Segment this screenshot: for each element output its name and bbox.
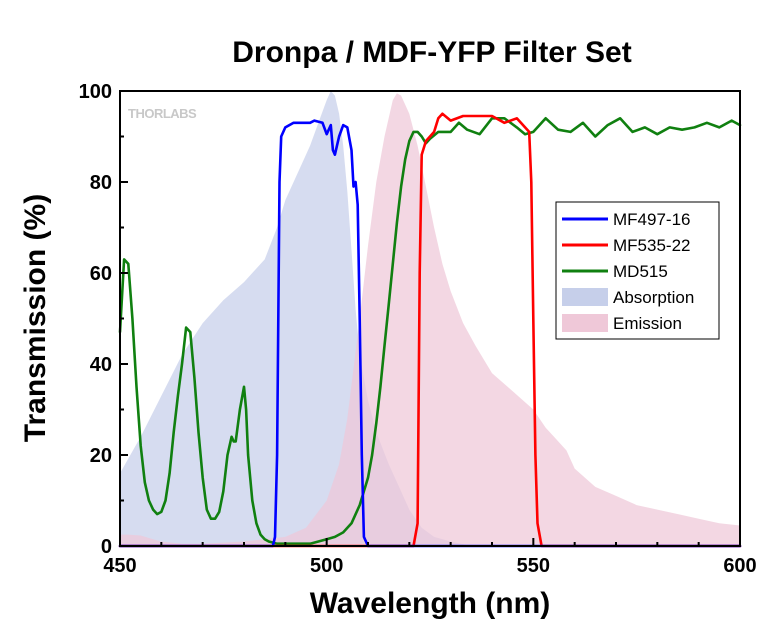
legend-swatch-absorption: [562, 288, 608, 306]
series-mf497-16-line: [118, 119, 742, 548]
legend-label-emission: Emission: [613, 314, 682, 333]
legend-label-md515: MD515: [613, 262, 668, 281]
y-tick-label: 80: [90, 172, 112, 194]
series-emission-area: [120, 93, 740, 547]
plot-lines: [118, 112, 742, 548]
y-tick-label: 0: [101, 536, 112, 558]
legend: MF497-16 MF535-22 MD515 Absorption Emission: [555, 201, 720, 340]
y-axis-label: Transmission (%): [19, 194, 52, 442]
series-mf535-22-line: [118, 112, 742, 548]
legend-label-mf497-16: MF497-16: [613, 210, 690, 229]
y-tick-label: 20: [90, 445, 112, 467]
thorlabs-watermark: THORLABS: [128, 106, 197, 121]
legend-swatch-emission: [562, 314, 608, 332]
y-tick-label: 40: [90, 354, 112, 376]
x-tick-label: 450: [103, 555, 136, 577]
plot-areas: [120, 91, 740, 547]
x-axis: 450 500 550 600: [103, 538, 757, 577]
x-tick-label: 600: [723, 555, 756, 577]
legend-label-absorption: Absorption: [613, 288, 694, 307]
x-tick-label: 500: [310, 555, 343, 577]
series-md515-line: [118, 117, 742, 545]
x-tick-label: 550: [517, 555, 550, 577]
series-absorption-area: [120, 91, 740, 546]
chart-title: Dronpa / MDF-YFP Filter Set: [232, 36, 631, 69]
x-axis-label: Wavelength (nm): [310, 587, 551, 620]
y-tick-label: 60: [90, 263, 112, 285]
legend-label-mf535-22: MF535-22: [613, 236, 690, 255]
y-axis: 0 20 40 60 80 100: [79, 81, 128, 558]
y-tick-label: 100: [79, 81, 112, 103]
